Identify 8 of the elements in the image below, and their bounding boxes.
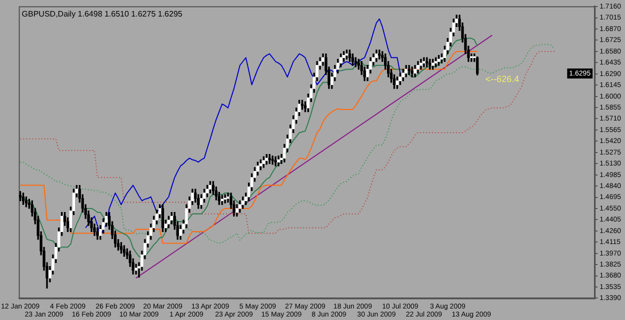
annotation: <--626.4 [485,74,520,84]
candlestick [224,194,226,204]
candlestick [422,57,426,68]
candlestick [410,66,414,78]
candlestick [271,156,274,165]
candlestick [277,156,280,166]
chart-title: GBPUSD,Daily 1.6498 1.6510 1.6275 1.6295 [22,9,183,18]
candlestick [274,156,277,166]
